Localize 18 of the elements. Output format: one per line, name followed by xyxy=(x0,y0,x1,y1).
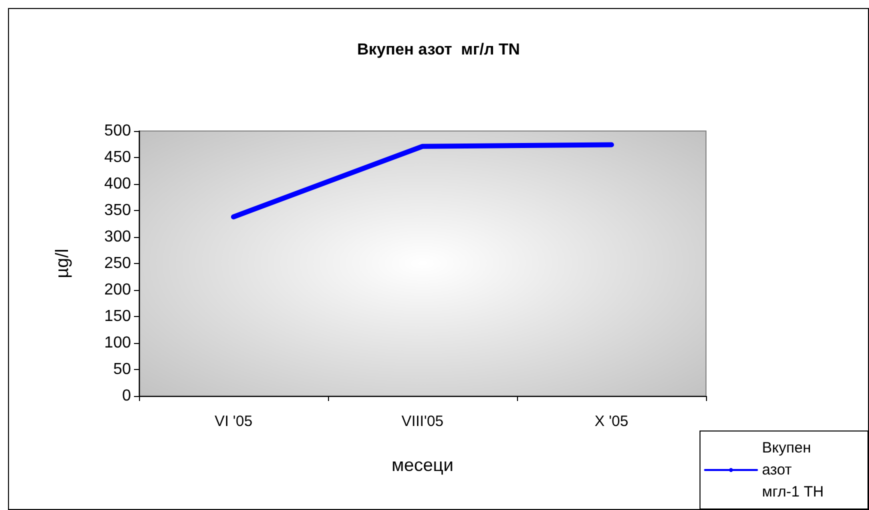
legend-label: Вкупен азот мгл-1 ТН xyxy=(762,440,824,500)
x-tick-label: X '05 xyxy=(594,413,628,430)
y-tick-label: 100 xyxy=(104,334,132,352)
y-axis-title: µg/l xyxy=(52,248,72,278)
y-tick-label: 500 xyxy=(104,122,132,140)
chart-title: Вкупен азот мг/л TN xyxy=(357,42,520,58)
y-tick-label: 250 xyxy=(104,255,132,272)
x-tick-label: VI '05 xyxy=(214,413,252,430)
y-tick-label: 350 xyxy=(104,202,132,219)
y-tick-label: 400 xyxy=(104,176,132,192)
y-tick-label: 200 xyxy=(104,282,132,298)
y-tick-label: 0 xyxy=(122,388,132,404)
x-axis-title: месеци xyxy=(392,455,454,475)
x-tick-label: VIII'05 xyxy=(401,413,444,430)
y-tick-label: 150 xyxy=(104,308,132,325)
y-tick-label: 450 xyxy=(104,149,132,166)
y-tick-label: 300 xyxy=(104,228,132,246)
y-tick-label: 50 xyxy=(113,361,132,378)
